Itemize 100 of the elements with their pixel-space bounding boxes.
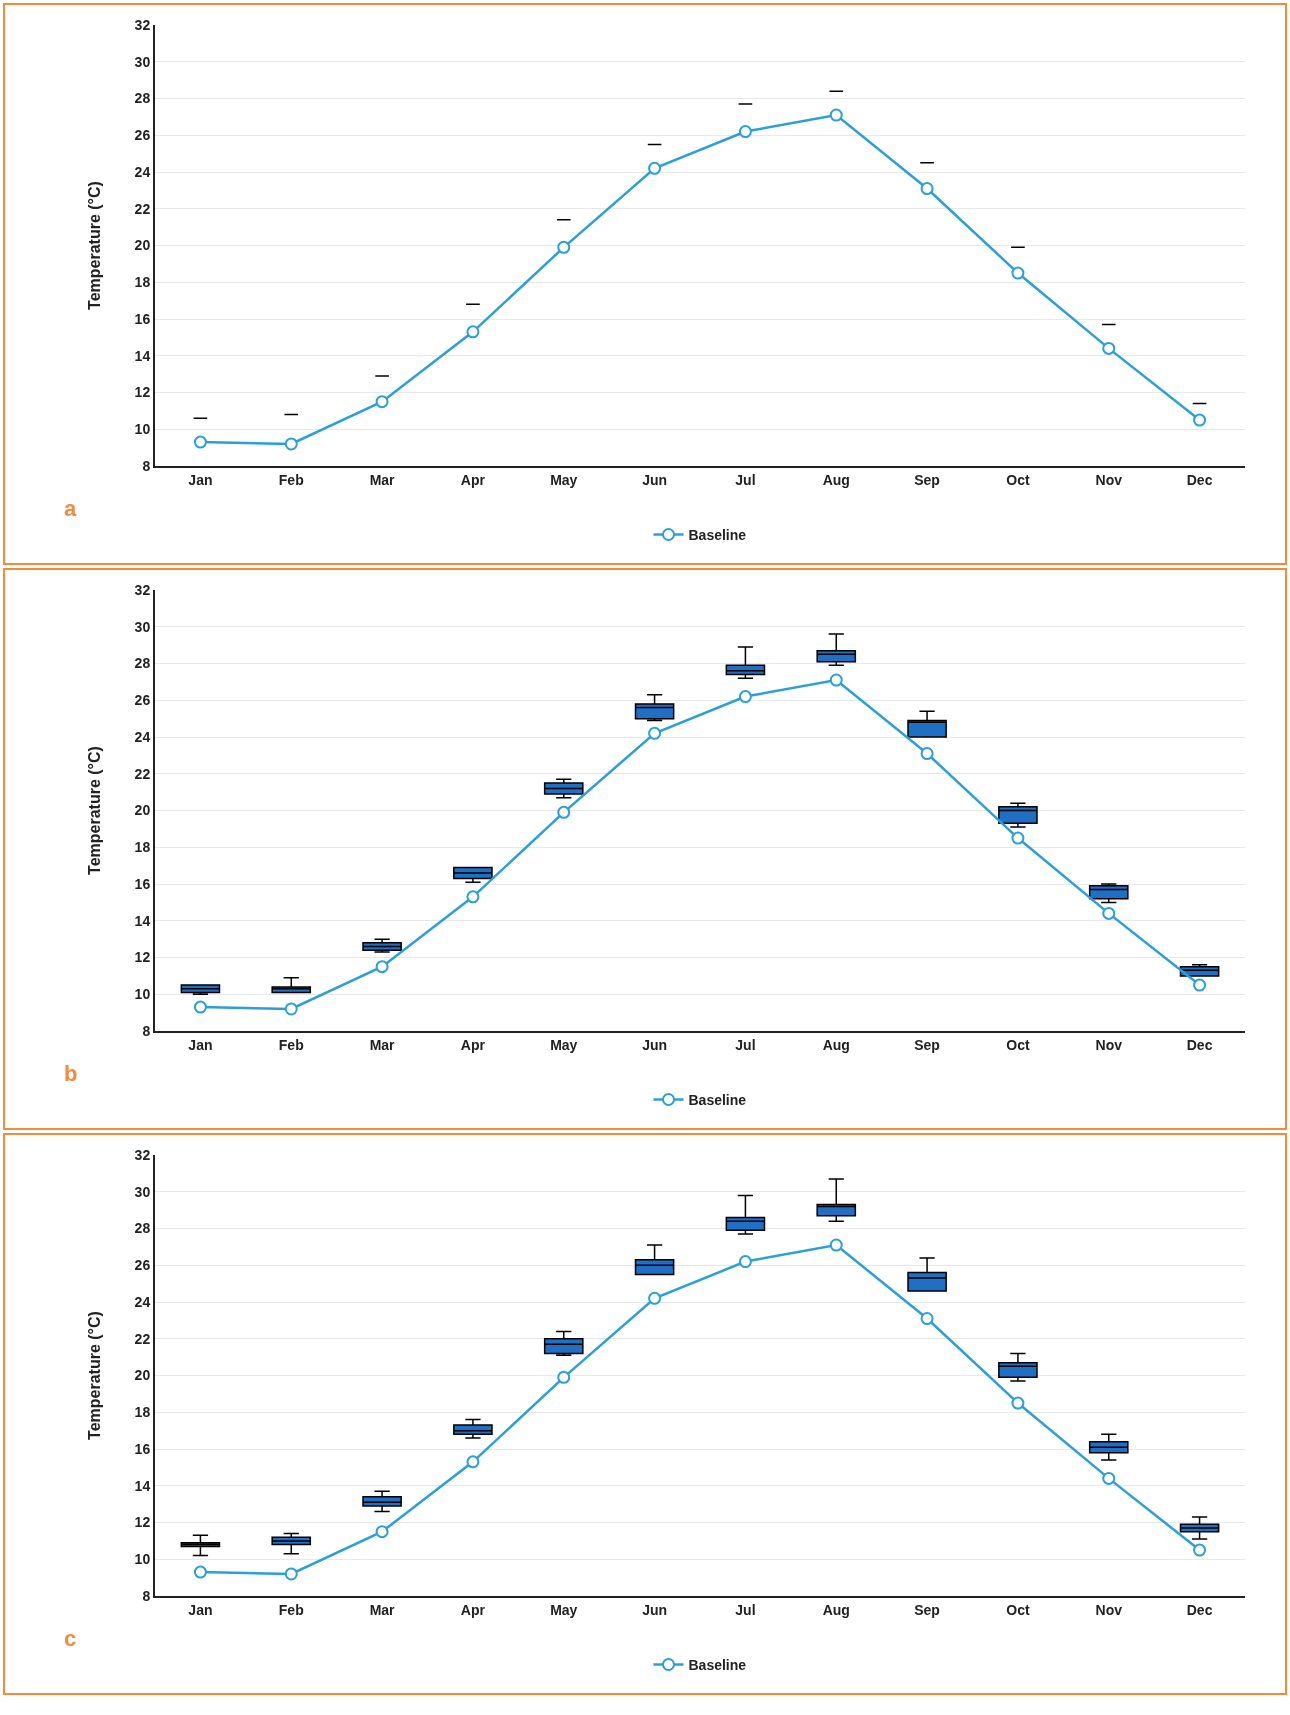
point (829, 1238, 843, 1252)
x-tick-label: Mar (369, 1601, 396, 1618)
x-tick-label: May (550, 1036, 578, 1053)
point (829, 673, 843, 687)
x-tick-label: Dec (1186, 1036, 1213, 1053)
point (375, 395, 389, 409)
point (1193, 413, 1207, 427)
x-tick-label: May (550, 1601, 578, 1618)
y-tick-label: 16 (134, 310, 151, 327)
x-tick-label: Aug (822, 1036, 850, 1053)
y-tick-label: 28 (134, 90, 151, 107)
y-tick-label: 20 (134, 1367, 151, 1384)
y-tick-label: 14 (134, 347, 151, 364)
point (375, 960, 389, 974)
y-tick-label: 20 (134, 237, 151, 254)
point (829, 108, 843, 122)
x-tick-label: Apr (460, 1036, 486, 1053)
x-tick-label: Jul (735, 1036, 756, 1053)
y-tick-label: 18 (134, 274, 151, 291)
point (1193, 978, 1207, 992)
y-tick-label: 30 (134, 1183, 151, 1200)
text: a (64, 496, 77, 521)
y-tick-label: 10 (134, 986, 151, 1003)
x-tick-label: Jun (642, 471, 668, 488)
y-tick-label: 32 (134, 16, 151, 33)
y-tick-label: 12 (134, 1514, 151, 1531)
x-tick-label: Jul (735, 1601, 756, 1618)
point (1011, 831, 1025, 845)
y-axis-title: Temperature (°C) (86, 1311, 104, 1440)
y-tick-label: 12 (134, 384, 151, 401)
text: b (64, 1061, 78, 1086)
y-tick-label: 24 (134, 163, 151, 180)
point (466, 890, 480, 904)
y-tick-label: 22 (134, 1330, 151, 1347)
y-tick-label: 26 (134, 1257, 151, 1274)
y-tick-label: 14 (134, 1477, 151, 1494)
y-tick-label: 8 (142, 1587, 151, 1604)
x-tick-label: Apr (460, 1601, 486, 1618)
y-tick-label: 28 (134, 655, 151, 672)
point (1011, 266, 1025, 280)
x-tick-label: Mar (369, 471, 396, 488)
y-tick-label: 16 (134, 1440, 151, 1457)
x-tick-label: Sep (914, 1036, 940, 1053)
x-tick-label: Oct (1006, 1036, 1030, 1053)
point (1193, 1543, 1207, 1557)
y-tick-label: 18 (134, 1404, 151, 1421)
point (738, 1255, 752, 1269)
x-tick-label: Nov (1095, 1036, 1123, 1053)
x-tick-label: Jan (188, 471, 213, 488)
legend-label: Baseline (688, 1091, 747, 1108)
x-tick-label: Jul (735, 471, 756, 488)
x-tick-label: Jan (188, 1036, 213, 1053)
x-tick-label: Dec (1186, 1601, 1213, 1618)
x-tick-label: Sep (914, 1601, 940, 1618)
x-tick-label: Aug (822, 1601, 850, 1618)
point (1102, 341, 1116, 355)
point (738, 125, 752, 139)
point (557, 240, 571, 254)
x-tick-label: Jun (642, 1036, 668, 1053)
y-tick-label: 20 (134, 802, 151, 819)
x-tick-label: Apr (460, 471, 486, 488)
x-tick-label: Sep (914, 471, 940, 488)
point (284, 1002, 298, 1016)
point (284, 437, 298, 451)
point (1011, 1396, 1025, 1410)
x-tick-label: May (550, 471, 578, 488)
y-axis-title: Temperature (°C) (86, 746, 104, 875)
point (648, 1291, 662, 1305)
y-tick-label: 26 (134, 692, 151, 709)
legend-label: Baseline (688, 1656, 747, 1673)
y-tick-label: 30 (134, 618, 151, 635)
y-tick-label: 22 (134, 765, 151, 782)
x-tick-label: Feb (278, 1036, 304, 1053)
x-tick-label: Jun (642, 1601, 668, 1618)
x-tick-label: Nov (1095, 1601, 1123, 1618)
point (193, 1000, 207, 1014)
point (466, 325, 480, 339)
point (1102, 906, 1116, 920)
point (648, 161, 662, 175)
y-tick-label: 10 (134, 421, 151, 438)
y-tick-label: 10 (134, 1551, 151, 1568)
point (920, 1312, 934, 1326)
y-tick-label: 14 (134, 912, 151, 929)
point (284, 1567, 298, 1581)
point (557, 805, 571, 819)
y-tick-label: 16 (134, 875, 151, 892)
x-tick-label: Feb (278, 1601, 304, 1618)
y-tick-label: 30 (134, 53, 151, 70)
point (1102, 1471, 1116, 1485)
text: c (64, 1626, 77, 1651)
point (738, 690, 752, 704)
x-tick-label: Oct (1006, 471, 1030, 488)
x-tick-label: Aug (822, 471, 850, 488)
x-tick-label: Feb (278, 471, 304, 488)
point (920, 182, 934, 196)
y-tick-label: 32 (134, 1146, 151, 1163)
y-tick-label: 12 (134, 949, 151, 966)
x-tick-label: Nov (1095, 471, 1123, 488)
legend-label: Baseline (688, 526, 747, 543)
x-tick-label: Dec (1186, 471, 1213, 488)
